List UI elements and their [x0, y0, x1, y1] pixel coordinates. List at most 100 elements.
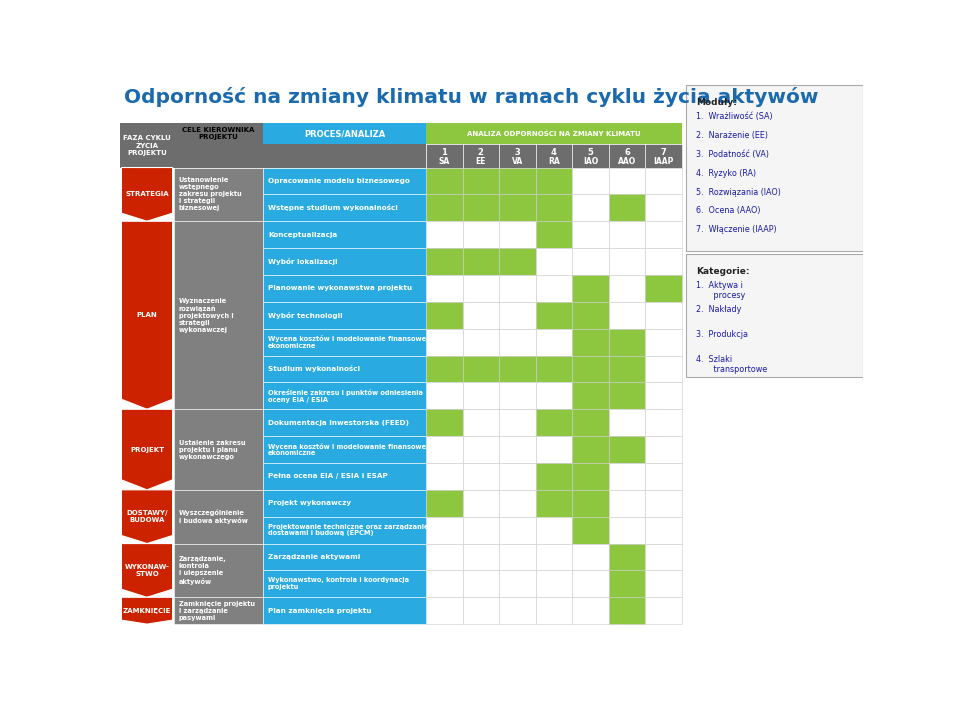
Text: 1.  Aktywa i
       procesy: 1. Aktywa i procesy	[695, 280, 745, 300]
Bar	[536, 517, 573, 543]
Bar	[573, 144, 609, 167]
Text: 6.  Ocena (AAO): 6. Ocena (AAO)	[695, 207, 760, 215]
Bar	[573, 275, 609, 302]
Bar	[536, 194, 573, 221]
Text: Wyznaczenie
rozwiązań
projektowych i
strategii
wykonawczej: Wyznaczenie rozwiązań projektowych i str…	[178, 298, 233, 333]
Text: Określenie zakresu i punktów odniesienia
oceny EIA / ESIA: Określenie zakresu i punktów odniesienia…	[268, 389, 423, 403]
Text: Wycena kosztów i modelowanie finansowe,
ekonomiczne: Wycena kosztów i modelowanie finansowe, …	[268, 335, 429, 349]
Text: AAO: AAO	[618, 157, 636, 166]
Bar	[499, 409, 536, 436]
Bar	[609, 194, 645, 221]
Bar	[536, 248, 573, 275]
Bar	[645, 329, 682, 356]
Text: Opracowanie modelu biznesowego: Opracowanie modelu biznesowego	[268, 178, 409, 184]
Text: PROCES/ANALIZA: PROCES/ANALIZA	[304, 129, 386, 138]
Bar	[645, 356, 682, 382]
Text: Wstępne studium wykonalności: Wstępne studium wykonalności	[268, 205, 398, 212]
Text: Ustalenie zakresu
projektu i planu
wykonawczego: Ustalenie zakresu projektu i planu wykon…	[178, 439, 246, 460]
Text: Odporność na zmiany klimatu w ramach cyklu życia aktywów: Odporność na zmiany klimatu w ramach cyk…	[124, 87, 818, 108]
Bar	[609, 144, 645, 167]
Bar	[536, 356, 573, 382]
Bar	[462, 517, 499, 543]
Text: IAAP: IAAP	[653, 157, 673, 166]
Text: VA: VA	[512, 157, 523, 166]
Bar	[573, 356, 609, 382]
Bar	[462, 194, 499, 221]
Bar	[536, 221, 573, 248]
Bar	[573, 490, 609, 517]
Bar	[426, 570, 462, 598]
Bar	[609, 409, 645, 436]
Bar	[536, 329, 573, 356]
Bar	[264, 144, 426, 167]
Bar	[609, 167, 645, 194]
Bar	[264, 463, 426, 490]
Text: Zarządzanie,
kontrola
i ulepszenie
aktywów: Zarządzanie, kontrola i ulepszenie aktyw…	[178, 556, 226, 584]
Bar	[462, 570, 499, 598]
Text: 4.  Szlaki
       transportowe: 4. Szlaki transportowe	[695, 354, 767, 374]
Bar	[573, 329, 609, 356]
Bar	[645, 302, 682, 329]
Bar	[426, 167, 462, 194]
Bar	[499, 436, 536, 463]
Text: Projektowanie techniczne oraz zarządzanie
dostawami i budową (EPCM): Projektowanie techniczne oraz zarządzani…	[268, 524, 429, 536]
Bar	[426, 275, 462, 302]
Bar	[499, 167, 536, 194]
Text: 6: 6	[624, 148, 630, 157]
Bar	[462, 463, 499, 490]
Bar	[536, 275, 573, 302]
Bar	[426, 329, 462, 356]
Bar	[609, 221, 645, 248]
Bar	[264, 517, 426, 543]
Text: 2.  Nakłady: 2. Nakłady	[695, 305, 741, 314]
Bar	[573, 570, 609, 598]
Bar	[609, 275, 645, 302]
Text: Moduły:: Moduły:	[695, 98, 737, 108]
Text: PROJEKT: PROJEKT	[129, 446, 164, 453]
Bar	[645, 570, 682, 598]
Bar	[573, 248, 609, 275]
Bar	[536, 543, 573, 570]
Bar	[426, 490, 462, 517]
Bar	[609, 382, 645, 409]
Text: 4.  Ryzyko (RA): 4. Ryzyko (RA)	[695, 169, 756, 178]
Bar	[499, 248, 536, 275]
Text: Dokumentacja inwestorska (FEED): Dokumentacja inwestorska (FEED)	[268, 420, 409, 426]
Bar	[462, 167, 499, 194]
Bar	[609, 463, 645, 490]
Bar	[426, 144, 462, 167]
Bar	[426, 356, 462, 382]
Text: Zamknięcie projektu
i zarządzanie
pasywami: Zamknięcie projektu i zarządzanie pasywa…	[178, 600, 255, 621]
Bar	[462, 248, 499, 275]
Text: RA: RA	[548, 157, 560, 166]
Bar	[536, 382, 573, 409]
Bar	[645, 463, 682, 490]
Bar	[264, 543, 426, 570]
Bar	[499, 543, 536, 570]
Text: 5.  Rozwiązania (IAO): 5. Rozwiązania (IAO)	[695, 188, 781, 197]
Polygon shape	[122, 490, 173, 543]
Bar	[462, 275, 499, 302]
Polygon shape	[122, 543, 173, 598]
Bar	[499, 382, 536, 409]
Bar	[175, 123, 264, 144]
Bar	[175, 167, 264, 221]
Bar	[264, 436, 426, 463]
Bar	[264, 356, 426, 382]
Bar	[573, 409, 609, 436]
Bar	[573, 194, 609, 221]
Bar	[175, 543, 264, 598]
Bar	[264, 570, 426, 598]
FancyBboxPatch shape	[686, 85, 863, 251]
Bar	[426, 463, 462, 490]
Text: 3.  Produkcja: 3. Produkcja	[695, 330, 748, 339]
Text: Konceptualizacja: Konceptualizacja	[268, 232, 338, 238]
Bar	[536, 302, 573, 329]
Bar	[175, 598, 264, 624]
Bar	[645, 382, 682, 409]
Polygon shape	[122, 221, 173, 409]
Bar	[426, 221, 462, 248]
FancyBboxPatch shape	[686, 254, 863, 377]
Text: 7: 7	[661, 148, 667, 157]
Bar	[426, 409, 462, 436]
